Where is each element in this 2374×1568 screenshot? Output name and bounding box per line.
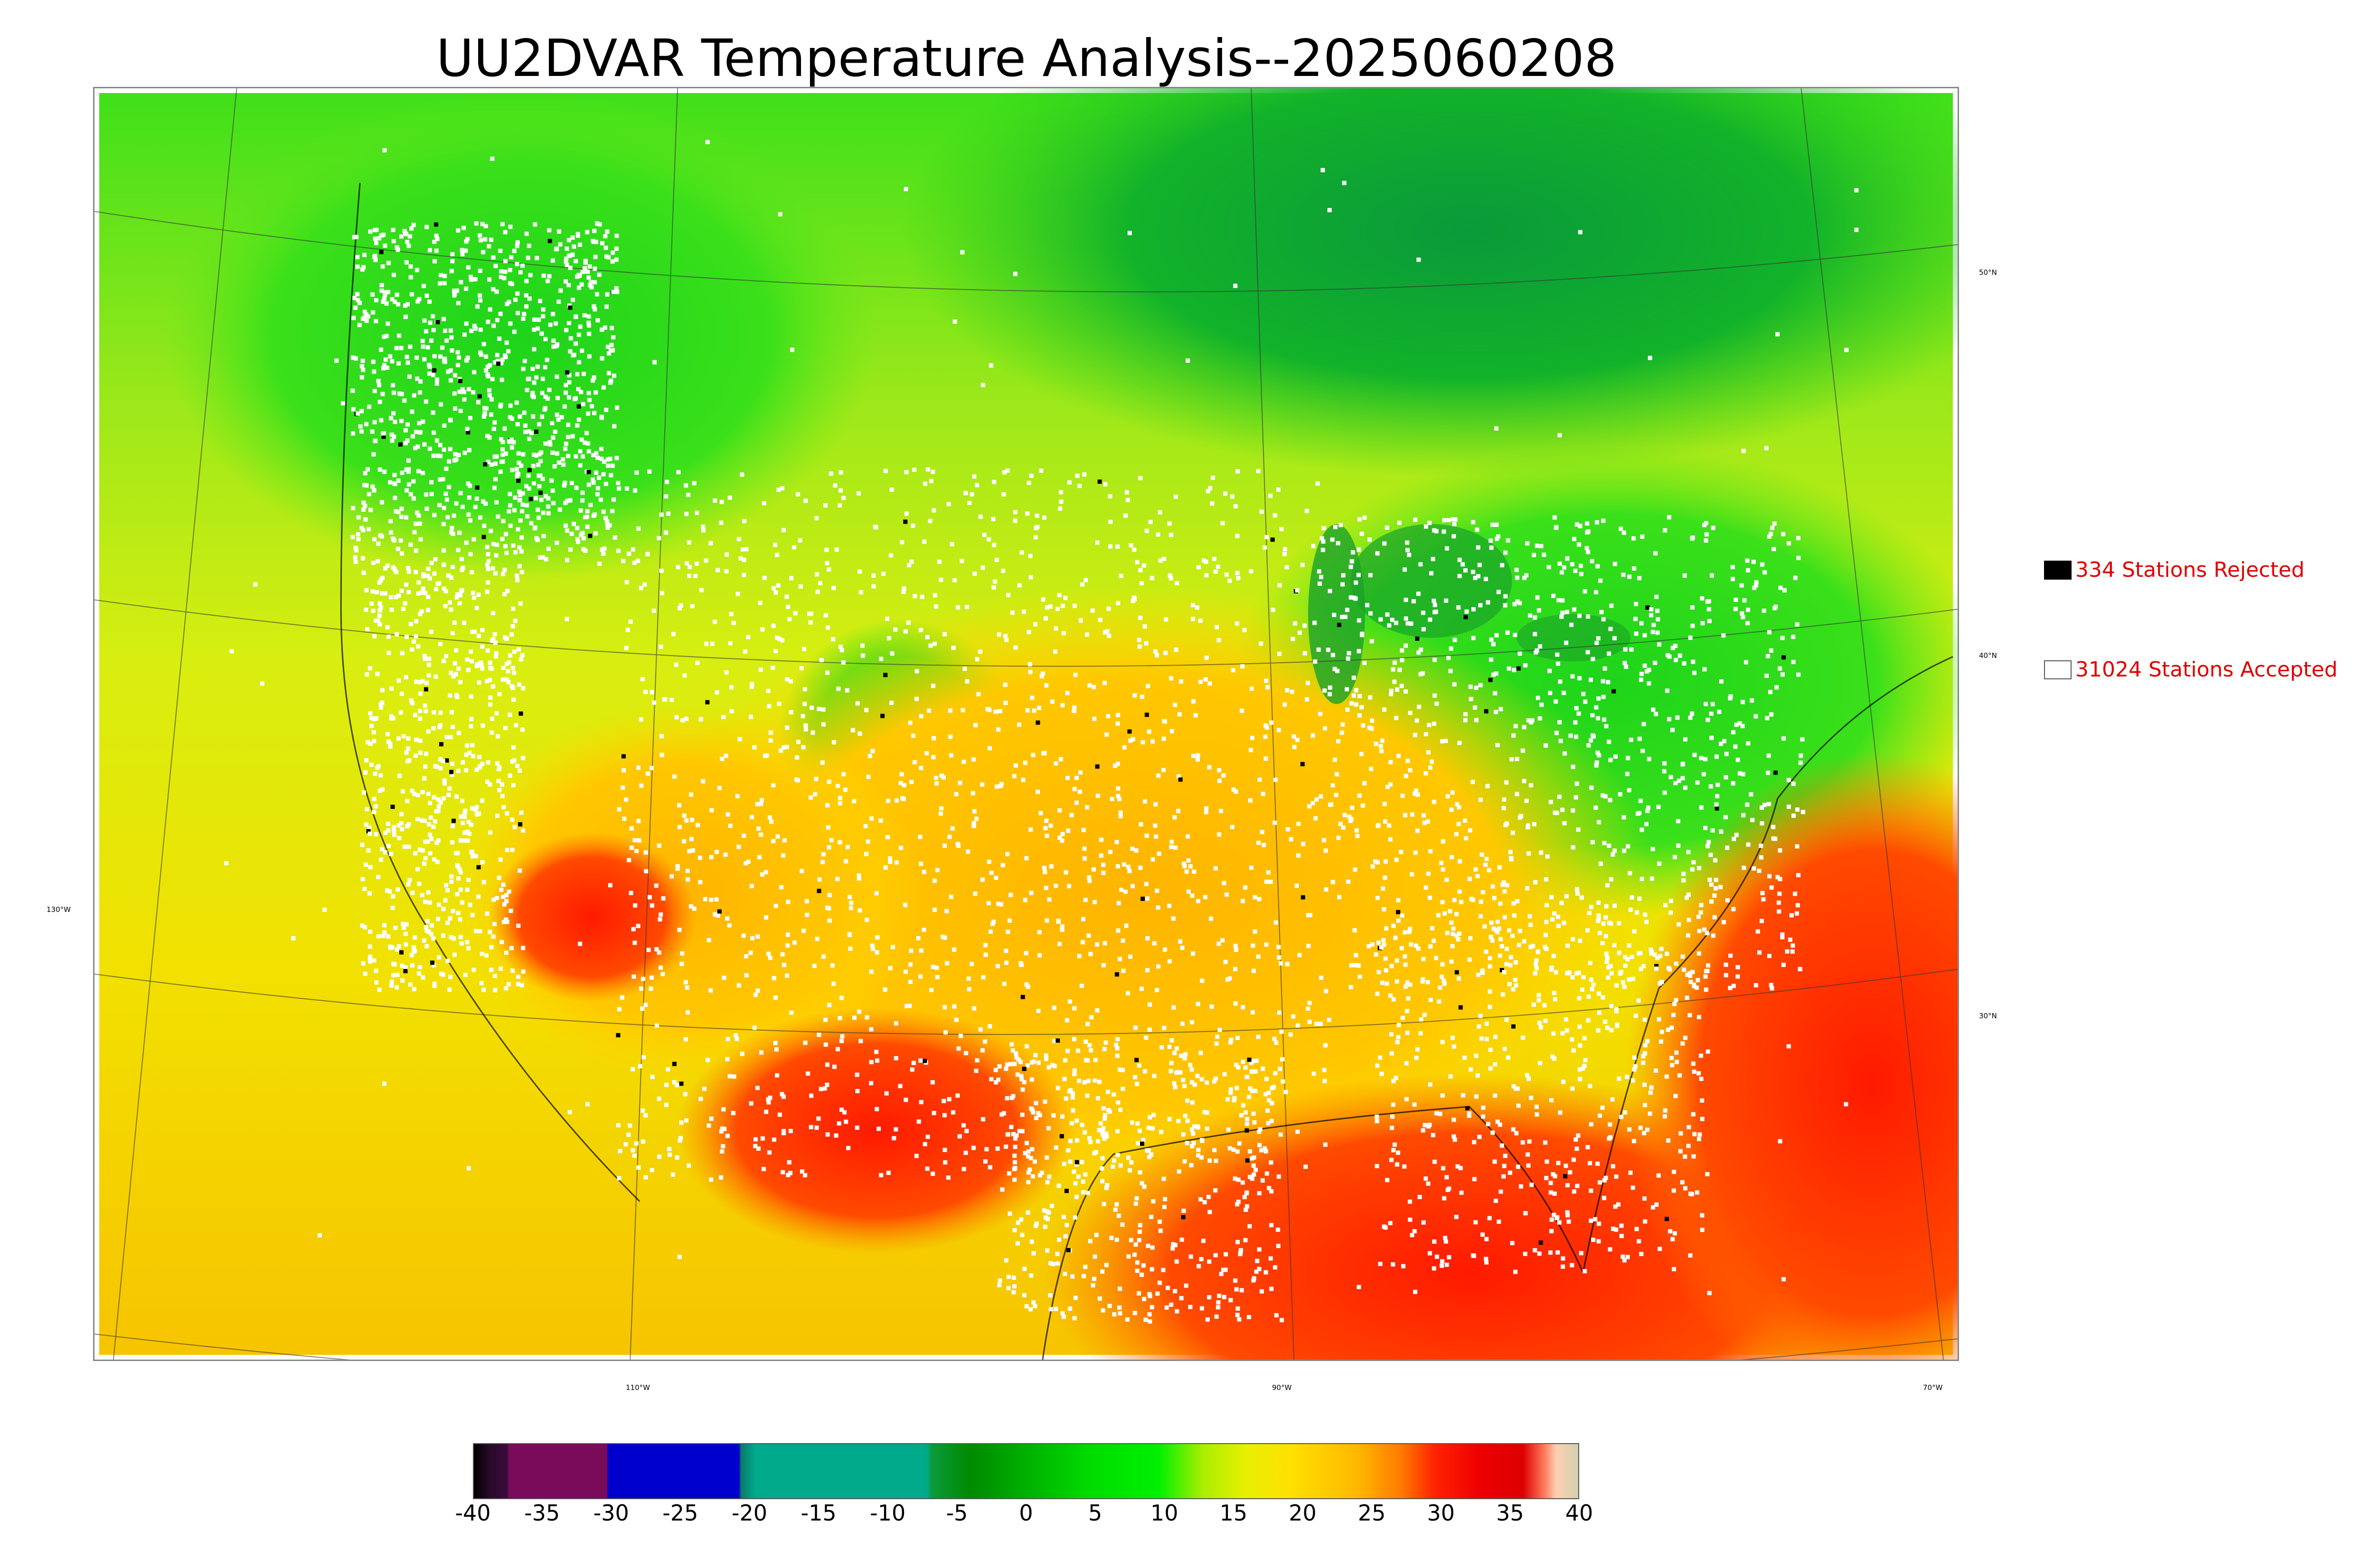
colorbar-tick-label: -5: [946, 1500, 968, 1526]
lon-label-90w: 90°W: [1272, 1383, 1292, 1392]
colorbar-tick-label: -40: [455, 1500, 491, 1526]
lat-label-30n: 30°N: [1979, 1012, 1997, 1020]
legend-accepted: 31024 Stations Accepted: [2044, 657, 2337, 682]
lon-label-130w: 130°W: [47, 905, 71, 914]
colorbar-tick-label: 0: [1019, 1500, 1033, 1526]
colorbar-tick-label: 25: [1357, 1500, 1386, 1526]
colorbar-tick-label: 15: [1219, 1500, 1248, 1526]
colorbar-tick-label: 5: [1088, 1500, 1102, 1526]
colorbar-tick-label: -25: [662, 1500, 698, 1526]
rejected-swatch: [2044, 560, 2072, 580]
temperature-colorbar: [473, 1443, 1579, 1499]
lat-label-50n: 50°N: [1979, 268, 1997, 277]
colorbar-tick-label: 30: [1427, 1500, 1455, 1526]
colorbar-tick-label: -10: [870, 1500, 906, 1526]
colorbar-tick-label: -20: [731, 1500, 768, 1526]
lon-label-70w: 70°W: [1923, 1383, 1943, 1392]
accepted-label: 31024 Stations Accepted: [2075, 657, 2338, 682]
lon-label-110w: 110°W: [626, 1383, 650, 1392]
colorbar-tick-label: -35: [524, 1500, 560, 1526]
colorbar-tick-label: 10: [1150, 1500, 1178, 1526]
temperature-map: [93, 87, 1959, 1361]
temperature-field: [94, 88, 1958, 1360]
colorbar-tick-label: 20: [1289, 1500, 1317, 1526]
rejected-label: 334 Stations Rejected: [2075, 558, 2305, 582]
colorbar-tick-label: 40: [1565, 1500, 1593, 1526]
colorbar-tick-label: -15: [801, 1500, 837, 1526]
map-title: UU2DVAR Temperature Analysis--2025060208: [436, 29, 1617, 88]
colorbar-tick-label: -30: [593, 1500, 629, 1526]
lat-label-40n: 40°N: [1979, 651, 1997, 660]
legend-rejected: 334 Stations Rejected: [2044, 558, 2305, 582]
colorbar-tick-label: 35: [1496, 1500, 1524, 1526]
accepted-swatch: [2044, 660, 2072, 679]
